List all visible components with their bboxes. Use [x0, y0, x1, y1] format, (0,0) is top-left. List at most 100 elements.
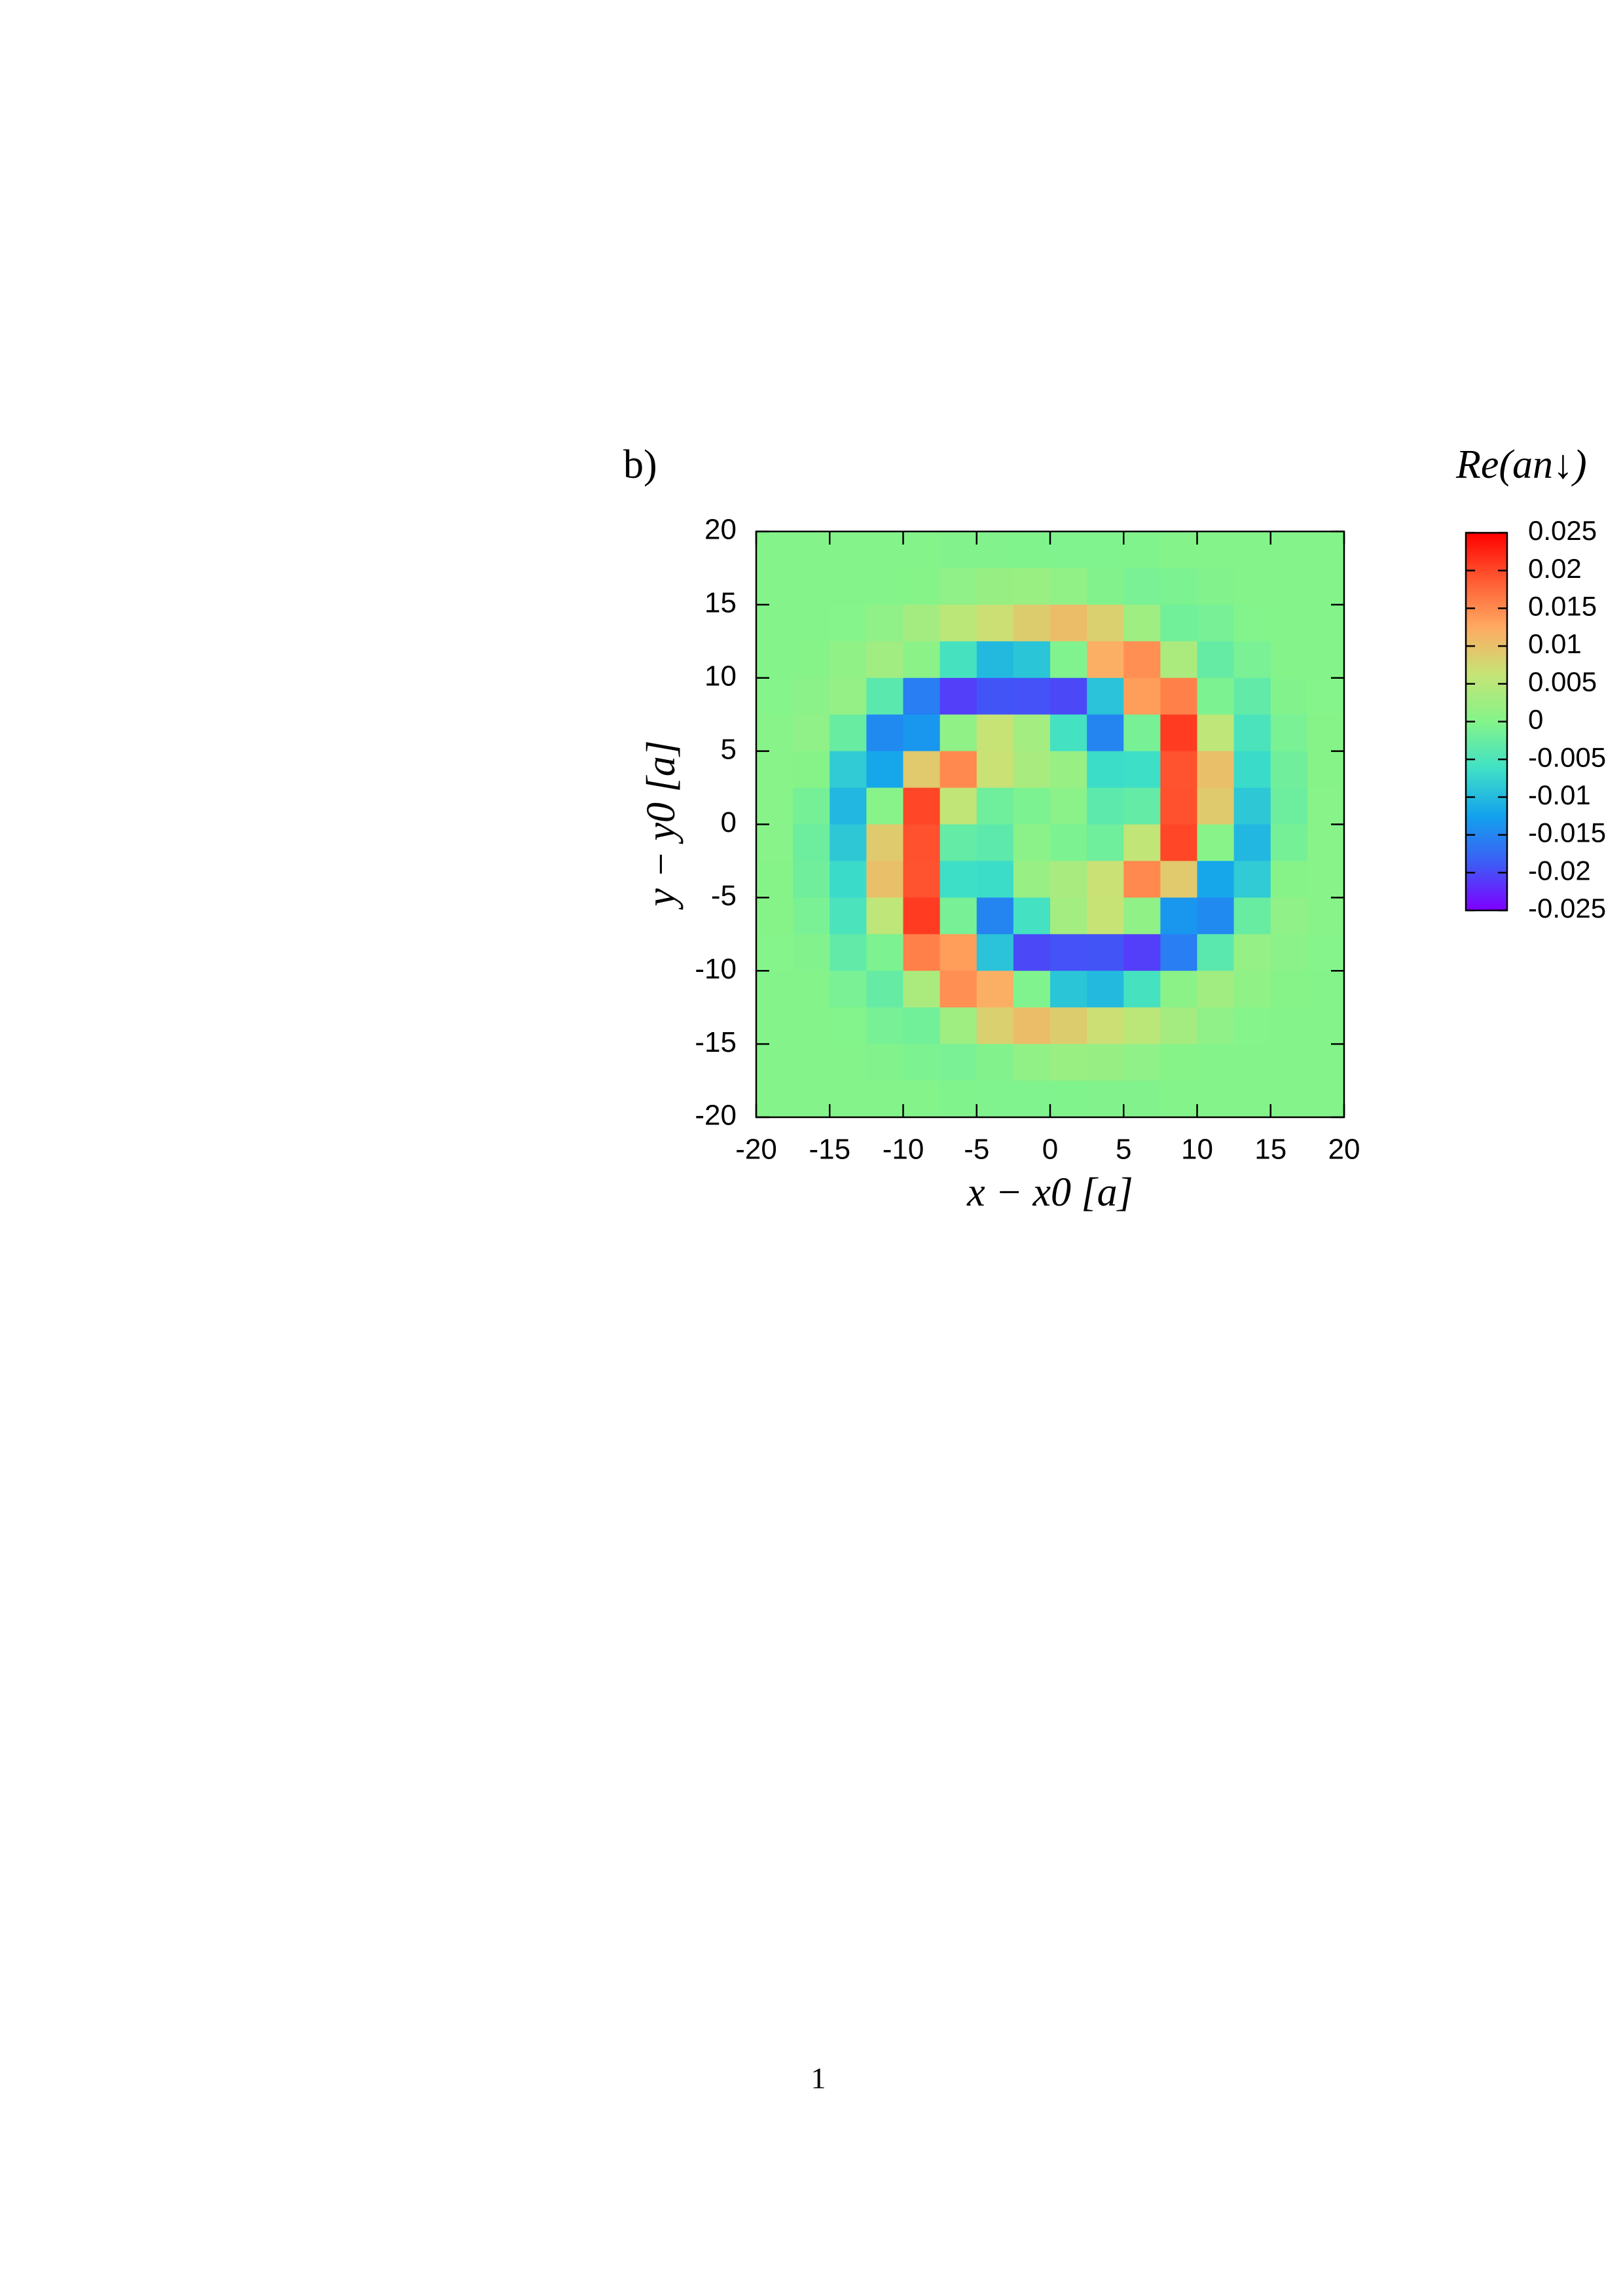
heatmap-cell	[1050, 971, 1087, 1008]
heatmap-cell	[1160, 861, 1198, 898]
heatmap-cell	[1307, 897, 1345, 935]
heatmap-cell	[1013, 1081, 1051, 1118]
y-tick-label: 5	[721, 733, 737, 765]
heatmap-cell	[1087, 824, 1124, 862]
heatmap-cell	[1050, 787, 1087, 825]
heatmap-cell	[830, 641, 867, 679]
heatmap-cell	[793, 1007, 830, 1045]
heatmap-cell	[976, 531, 1014, 569]
heatmap-cell	[903, 934, 941, 971]
heatmap-cell	[1087, 1044, 1124, 1081]
x-tick-label: -15	[809, 1134, 850, 1166]
page-number: 1	[811, 2062, 826, 2095]
y-tick-label: -15	[695, 1026, 737, 1058]
colorbar-tick-label: 0	[1528, 704, 1543, 735]
heatmap-cell	[1233, 824, 1271, 862]
heatmap-cell	[976, 677, 1014, 715]
heatmap-cell	[1050, 824, 1087, 862]
heatmap-cell	[1307, 1081, 1345, 1118]
heatmap-cell	[1123, 897, 1161, 935]
heatmap-cell	[793, 787, 830, 825]
heatmap-cell	[903, 531, 941, 569]
heatmap-cell	[866, 787, 904, 825]
heatmap-cell	[1307, 824, 1345, 862]
heatmap-cell	[1270, 897, 1308, 935]
heatmap-cell	[1270, 971, 1308, 1008]
heatmap-cell	[1013, 531, 1051, 569]
heatmap-cell	[1233, 934, 1271, 971]
heatmap-cell	[1050, 1044, 1087, 1081]
heatmap-cell	[866, 641, 904, 679]
x-tick-label: 20	[1328, 1134, 1360, 1166]
heatmap-cell	[830, 897, 867, 935]
heatmap-cell	[1270, 714, 1308, 752]
heatmap-cell	[1160, 567, 1198, 605]
y-axis-label: y − y0 [a]	[639, 740, 684, 910]
colorbar-tick-label: -0.025	[1528, 893, 1606, 924]
heatmap-cell	[939, 787, 977, 825]
heatmap-cell	[1233, 714, 1271, 752]
heatmap-cell	[1270, 1044, 1308, 1081]
heatmap-cell	[939, 604, 977, 642]
x-tick-label: 10	[1181, 1134, 1213, 1166]
heatmap-cell	[1233, 567, 1271, 605]
heatmap-cell	[1050, 1081, 1087, 1118]
heatmap-cell	[1233, 641, 1271, 679]
heatmap-cell	[903, 641, 941, 679]
heatmap-cell	[976, 971, 1014, 1008]
colorbar-label: Re(an↓)	[1455, 442, 1587, 487]
heatmap-cell	[903, 567, 941, 605]
heatmap-cell	[793, 751, 830, 789]
heatmap-cell	[1270, 567, 1308, 605]
heatmap-cell	[793, 531, 830, 569]
colorbar-tick-label: -0.005	[1528, 742, 1606, 772]
heatmap-cell	[756, 714, 793, 752]
heatmap-cell	[1123, 567, 1161, 605]
heatmap-cell	[939, 897, 977, 935]
heatmap-cell	[756, 641, 793, 679]
y-tick-label: -10	[695, 953, 737, 985]
heatmap-cell	[1197, 934, 1235, 971]
heatmap-cell	[1160, 1081, 1198, 1118]
heatmap-cell	[1270, 934, 1308, 971]
heatmap-cell	[1233, 1081, 1271, 1118]
heatmap-cell	[976, 714, 1014, 752]
heatmap-cell	[793, 567, 830, 605]
heatmap-cell	[756, 1081, 793, 1118]
colorbar-tick-label: 0.015	[1528, 590, 1597, 621]
heatmap-cell	[1123, 971, 1161, 1008]
heatmap-cell	[866, 824, 904, 862]
heatmap-cell	[1087, 1081, 1124, 1118]
heatmap-cell	[1123, 531, 1161, 569]
heatmap-cell	[939, 861, 977, 898]
heatmap-cell	[830, 1081, 867, 1118]
colorbar-tick-label: 0.02	[1528, 553, 1582, 584]
heatmap-cell	[1160, 1007, 1198, 1045]
heatmap-cell	[793, 641, 830, 679]
heatmap-cell	[756, 824, 793, 862]
heatmap-cell	[1050, 567, 1087, 605]
heatmap-cell	[1270, 677, 1308, 715]
heatmap-cell	[976, 1007, 1014, 1045]
heatmap-cell	[903, 751, 941, 789]
colorbar-tick-label: -0.015	[1528, 817, 1606, 848]
heatmap-cell	[830, 531, 867, 569]
heatmap-cell	[1270, 1007, 1308, 1045]
y-tick-label: 10	[704, 660, 737, 692]
heatmap-cell	[939, 934, 977, 971]
heatmap-cell	[793, 861, 830, 898]
x-tick-label: 15	[1254, 1134, 1286, 1166]
heatmap-cell	[1197, 1044, 1235, 1081]
heatmap-cell	[1087, 787, 1124, 825]
heatmap-cell	[1307, 934, 1345, 971]
heatmap-cell	[756, 787, 793, 825]
heatmap-cell	[1013, 604, 1051, 642]
heatmap-cell	[830, 677, 867, 715]
heatmap-cell	[866, 1044, 904, 1081]
heatmap-cell	[1050, 751, 1087, 789]
heatmap-cell	[1160, 604, 1198, 642]
axes: -20 -15 -10 -5 0 5 10 15 20 -20 -15 -10 -5 0 5 10 15 20 -0…	[695, 514, 1606, 1166]
heatmap-cell	[1307, 751, 1345, 789]
heatmap-cell	[976, 567, 1014, 605]
heatmap-cell	[1013, 1007, 1051, 1045]
